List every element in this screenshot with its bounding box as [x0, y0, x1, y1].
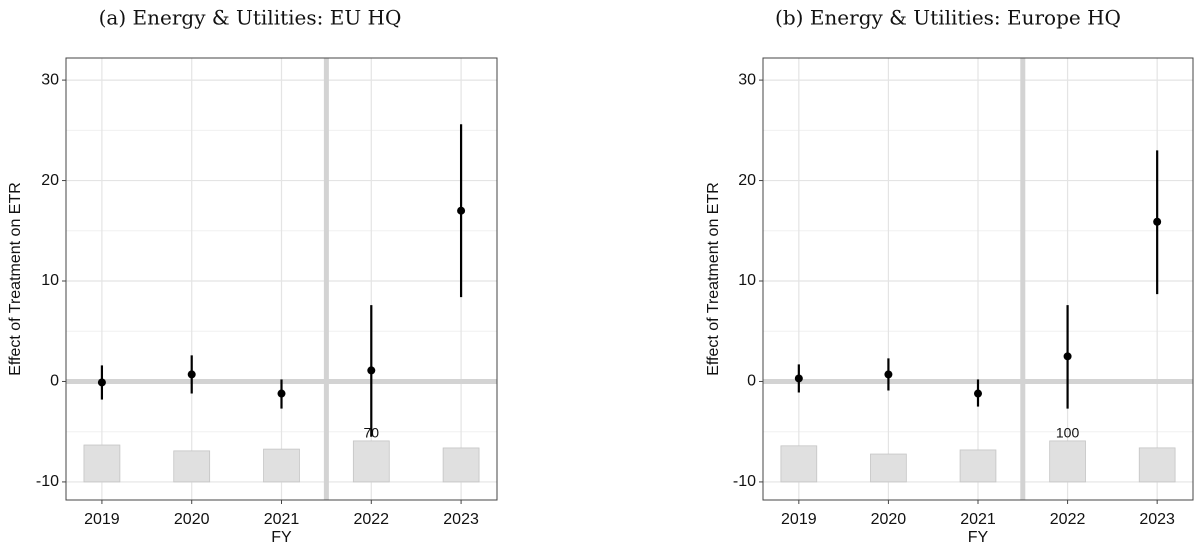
- y-tick-label: 10: [41, 272, 59, 289]
- x-axis-label: FY: [271, 529, 292, 546]
- x-tick-label: 2019: [781, 511, 817, 528]
- x-tick-label: 2020: [871, 511, 907, 528]
- count-bar: [83, 444, 121, 483]
- x-tick-label: 2019: [84, 511, 120, 528]
- y-axis-label: Effect of Treatment on ETR: [705, 182, 722, 376]
- point: [1153, 217, 1162, 226]
- x-tick-label: 2021: [960, 511, 996, 528]
- count-bar: [352, 440, 390, 483]
- y-tick-label: 30: [41, 71, 59, 88]
- chart-title: (b) Energy & Utilities: Europe HQ: [775, 6, 1121, 30]
- chart-title: (a) Energy & Utilities: EU HQ: [99, 6, 402, 30]
- count-bar: [263, 448, 300, 483]
- x-tick-label: 2021: [264, 511, 300, 528]
- panel: 70-10010203020192020202120222023FYEffect…: [7, 6, 498, 546]
- point: [277, 389, 286, 398]
- y-tick-label: 20: [738, 172, 756, 189]
- point: [794, 374, 803, 383]
- point: [974, 389, 982, 398]
- count-bar: [1049, 440, 1086, 483]
- y-tick-label: 0: [747, 373, 756, 390]
- y-tick-label: -10: [36, 473, 59, 490]
- x-tick-label: 2022: [1050, 511, 1086, 528]
- point: [367, 366, 376, 375]
- y-tick-label: -10: [733, 473, 756, 490]
- x-tick-label: 2022: [353, 511, 389, 528]
- x-axis-label: FY: [968, 529, 989, 546]
- count-bar: [780, 445, 818, 483]
- x-tick-label: 2023: [1139, 511, 1175, 528]
- point: [1063, 352, 1072, 361]
- y-axis-label: Effect of Treatment on ETR: [7, 182, 24, 376]
- panel: 100 -10 0 10 20 30 2019 2020 2021 2022 2023 FY Effec…: [705, 6, 1194, 546]
- count-bar: [870, 453, 907, 483]
- y-tick-label: 20: [41, 172, 59, 189]
- point: [97, 378, 106, 387]
- y-tick-label: 0: [50, 373, 59, 390]
- x-tick-label: 2023: [443, 511, 479, 528]
- count-bar: [1138, 447, 1176, 483]
- count-label: 100: [1056, 425, 1080, 441]
- count-bar: [173, 450, 211, 483]
- point: [187, 370, 196, 379]
- x-tick-label: 2020: [174, 511, 210, 528]
- y-tick-label: 10: [738, 272, 756, 289]
- point: [457, 206, 466, 215]
- y-tick-label: 30: [738, 71, 756, 88]
- point: [884, 370, 893, 379]
- count-bar: [442, 447, 480, 483]
- count-bar: [959, 449, 997, 483]
